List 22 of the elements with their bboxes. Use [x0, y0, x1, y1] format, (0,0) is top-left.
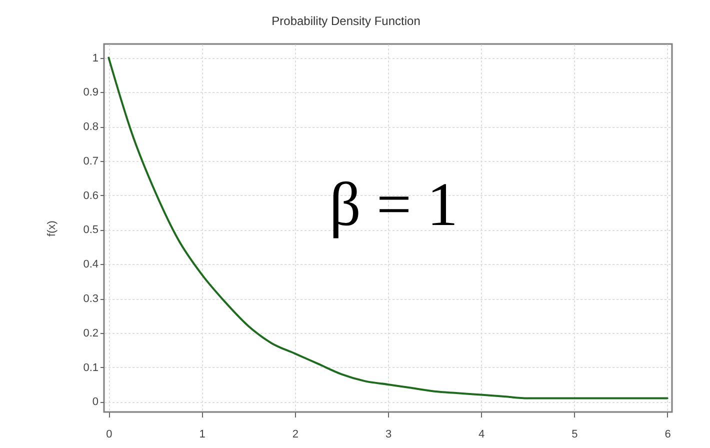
- x-tick-label: 4: [478, 428, 485, 440]
- y-tick-label: 0.6: [83, 190, 98, 202]
- y-tick-label: 0.3: [83, 293, 98, 306]
- y-axis-title: f(x): [46, 220, 58, 236]
- y-tick-label: 0.1: [83, 362, 98, 374]
- x-tick-label: 0: [106, 428, 112, 440]
- x-tick-label: 3: [385, 428, 392, 440]
- x-tick-label: 5: [572, 428, 578, 440]
- y-tick-label: 0: [92, 396, 98, 408]
- y-tick-label: 0.9: [83, 86, 98, 99]
- x-tick-label: 6: [664, 428, 671, 440]
- chart-title: Probability Density Function: [272, 14, 420, 28]
- x-tick-label: 1: [199, 428, 206, 440]
- annotation: β = 1: [329, 170, 458, 239]
- y-tick-label: 0.8: [83, 121, 98, 134]
- y-tick-label: 0.2: [83, 327, 98, 340]
- line-series: [108, 56, 668, 400]
- y-tick-label: 0.4: [83, 258, 98, 271]
- x-tick-label: 2: [292, 428, 298, 440]
- y-tick-label: 0.5: [83, 224, 98, 236]
- y-tick-label: 1: [92, 52, 98, 64]
- y-tick-label: 0.7: [83, 155, 98, 168]
